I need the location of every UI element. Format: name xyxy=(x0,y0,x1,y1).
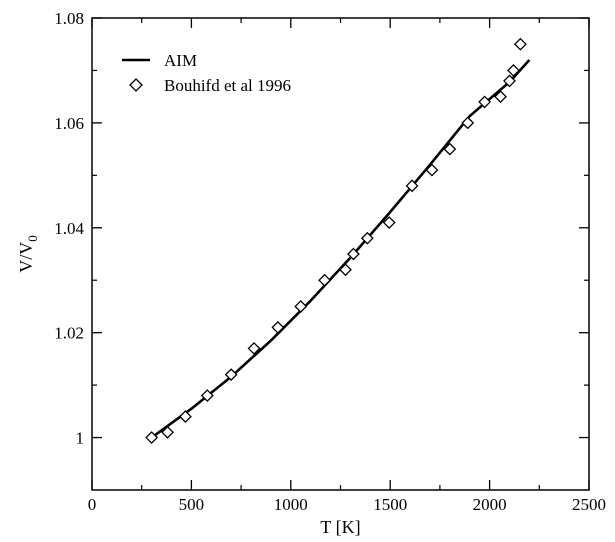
data-point xyxy=(200,389,214,403)
data-point xyxy=(271,321,285,334)
data-point xyxy=(507,64,520,77)
data-point xyxy=(145,431,159,444)
x-tick-label: 2000 xyxy=(473,495,507,514)
y-axis-label-subscript: 0 xyxy=(25,235,40,242)
data-point xyxy=(294,300,308,313)
y-tick-label: 1.02 xyxy=(54,324,84,343)
x-tick-label: 1500 xyxy=(373,495,407,514)
data-point xyxy=(161,425,174,439)
legend-diamond-marker xyxy=(129,78,143,92)
x-tick-label: 0 xyxy=(88,495,97,514)
bouhifd-series xyxy=(145,37,527,444)
y-tick-label: 1.08 xyxy=(54,9,84,28)
data-point xyxy=(347,247,360,261)
data-point xyxy=(461,116,475,130)
data-point xyxy=(247,341,261,355)
data-point xyxy=(513,37,527,51)
x-tick-label: 1000 xyxy=(274,495,308,514)
x-tick-label: 500 xyxy=(179,495,205,514)
data-point xyxy=(405,179,419,193)
data-point xyxy=(478,95,492,109)
aim-series xyxy=(150,59,531,439)
data-point xyxy=(425,163,439,177)
y-axis-label: V/V0 xyxy=(16,235,40,273)
legend-label-bouhifd: Bouhifd et al 1996 xyxy=(164,76,291,95)
y-tick-label: 1.06 xyxy=(54,114,84,133)
data-point xyxy=(503,74,516,88)
data-point xyxy=(360,231,374,245)
legend: AIM Bouhifd et al 1996 xyxy=(122,51,291,95)
data-point xyxy=(339,263,352,277)
aim-line xyxy=(150,59,531,439)
data-point xyxy=(494,90,507,104)
data-point xyxy=(224,368,238,382)
y-tick-label: 1.04 xyxy=(54,219,84,238)
data-point xyxy=(443,142,457,156)
x-tick-label: 2500 xyxy=(572,495,606,514)
legend-label-aim: AIM xyxy=(164,51,197,70)
axis-ticks: 0 500 1000 1500 2000 2500 1 1.02 1.04 1.06 1.08 xyxy=(54,9,606,514)
data-point xyxy=(179,410,192,423)
data-point xyxy=(382,216,396,229)
data-point xyxy=(318,273,332,287)
y-axis-label-main: V/V xyxy=(16,242,36,273)
y-tick-label: 1 xyxy=(76,429,85,448)
x-axis-label: T [K] xyxy=(320,517,360,537)
